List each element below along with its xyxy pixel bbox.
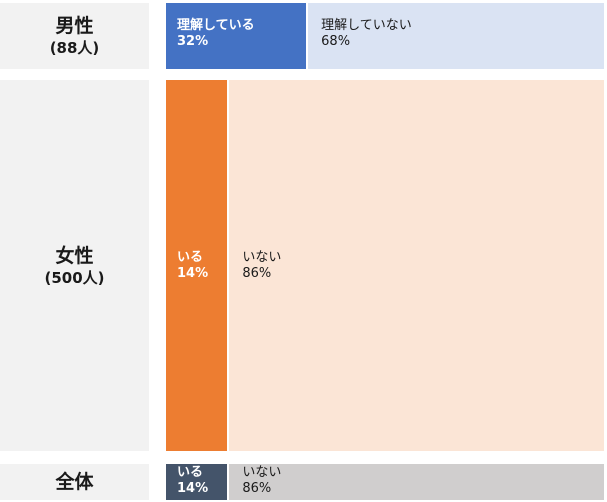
bar-female: いる 14% いない 86% <box>166 80 604 451</box>
segment-value: 14% <box>177 481 209 496</box>
row-label-male: 男性 (88人) <box>0 3 149 69</box>
group-count-male: (88人) <box>49 39 100 57</box>
group-name-female: 女性 <box>55 244 94 267</box>
row-label-total: 全体 <box>0 464 149 500</box>
bar-male: 理解している 32% 理解していない 68% <box>166 3 604 69</box>
segment-value: 14% <box>177 266 209 281</box>
bar-segment-male-not-understand: 理解していない 68% <box>306 3 604 69</box>
row-female: 女性 (500人) いる 14% いない 86% <box>0 80 607 451</box>
bar-segment-total-no: いない 86% <box>227 464 604 500</box>
bar-total: いる 14% いない 86% <box>166 464 604 500</box>
row-male: 男性 (88人) 理解している 32% 理解していない 68% <box>0 3 607 69</box>
segment-label: いる <box>177 465 204 480</box>
row-total: 全体 いる 14% いない 86% <box>0 464 607 500</box>
segment-value: 86% <box>242 481 272 496</box>
segment-label: いない <box>242 465 282 480</box>
bar-segment-total-yes: いる 14% <box>166 464 228 500</box>
group-name-total: 全体 <box>55 471 94 493</box>
segment-value: 86% <box>242 266 272 281</box>
segment-label: いる <box>177 250 204 265</box>
group-count-female: (500人) <box>44 268 105 287</box>
row-label-female: 女性 (500人) <box>0 80 149 451</box>
bar-segment-male-understand: 理解している 32% <box>166 3 307 69</box>
segment-value: 68% <box>321 34 351 49</box>
segment-label: 理解している <box>177 18 255 33</box>
bar-segment-female-yes: いる 14% <box>166 80 228 451</box>
group-name-male: 男性 <box>55 15 94 37</box>
segment-label: 理解していない <box>321 18 412 33</box>
bar-segment-female-no: いない 86% <box>227 80 604 451</box>
segment-value: 32% <box>177 34 209 49</box>
segment-label: いない <box>242 250 282 265</box>
